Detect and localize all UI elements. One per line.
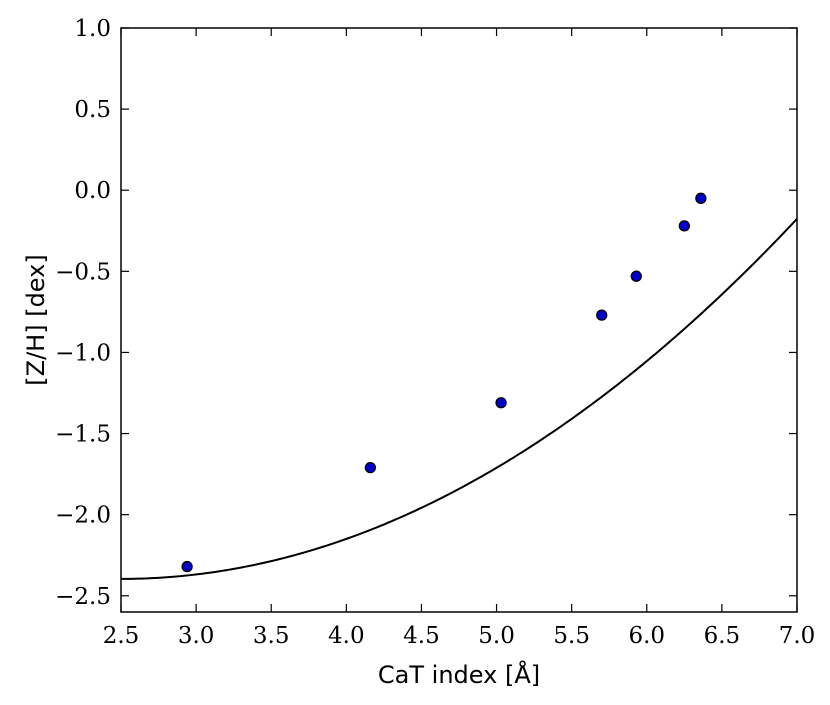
y-axis-ticks: 1.0 0.5 0.0 −0.5 −1.0 −1.5 −2.0 −2.5 [55, 16, 797, 610]
y-tick-label: −2.0 [55, 503, 111, 529]
y-tick-label: −0.5 [55, 259, 111, 285]
x-axis-ticks: 2.5 3.0 3.5 4.0 4.5 5.0 5.5 6.0 6.5 7.0 [103, 28, 816, 649]
data-point [364, 461, 377, 474]
y-tick-label: −1.5 [55, 422, 111, 448]
x-tick-label: 3.0 [178, 623, 215, 649]
y-tick-label: −1.0 [55, 340, 111, 366]
x-tick-label: 7.0 [779, 623, 816, 649]
data-point [678, 220, 690, 232]
x-tick-label: 6.0 [628, 623, 665, 649]
x-tick-label: 4.0 [328, 623, 365, 649]
y-tick-label: 0.0 [74, 178, 111, 204]
data-point [495, 397, 507, 409]
data-point [695, 192, 707, 204]
axes-frame [120, 27, 798, 613]
data-point [630, 270, 642, 282]
x-tick-label: 2.5 [103, 623, 140, 649]
data-point [181, 560, 193, 573]
y-tick-label: 0.5 [74, 97, 111, 123]
y-tick-label: −2.5 [55, 584, 111, 610]
fit-curve [120, 218, 798, 580]
x-axis-label: CaT index [Å] [378, 660, 540, 689]
y-axis-label: [Z/H] [dex] [22, 254, 50, 385]
y-tick-label: 1.0 [74, 16, 111, 42]
x-tick-label: 4.5 [403, 623, 440, 649]
data-points [181, 192, 707, 573]
x-tick-label: 3.5 [253, 623, 290, 649]
plot-area [120, 27, 798, 613]
data-point [596, 309, 608, 321]
x-tick-label: 6.5 [704, 623, 741, 649]
x-tick-label: 5.0 [478, 623, 515, 649]
x-tick-label: 5.5 [553, 623, 590, 649]
